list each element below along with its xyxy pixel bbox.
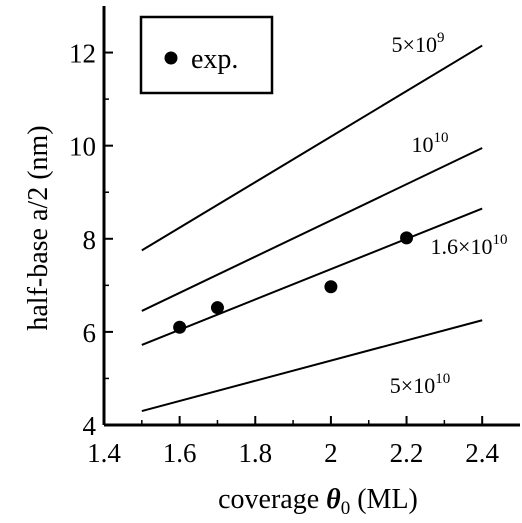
x-axis-title: coverage θ0 (ML) <box>218 484 418 519</box>
x-tick-label: 2.2 <box>390 438 424 468</box>
data-point <box>173 320 187 334</box>
y-tick-label: 8 <box>83 225 97 255</box>
line-label: 1.6×1010 <box>431 232 508 259</box>
y-axis-title: half-base a/2 (nm) <box>23 125 54 330</box>
x-axis-title-symbol: θ <box>326 484 341 515</box>
line-label-exponent: 9 <box>437 30 445 46</box>
x-tick-label: 2 <box>324 438 338 468</box>
x-tick-label: 1.6 <box>163 438 197 468</box>
data-point <box>324 280 338 294</box>
y-tick-label: 4 <box>83 411 97 441</box>
legend-marker <box>164 51 178 65</box>
line-label-exponent: 10 <box>492 232 507 248</box>
line-label-exponent: 10 <box>435 371 450 387</box>
y-tick-label: 12 <box>69 39 96 69</box>
model-lines <box>141 44 483 412</box>
model-line <box>141 44 483 252</box>
y-tick-label: 6 <box>83 318 97 348</box>
legend: exp. <box>139 15 274 95</box>
data-point <box>210 301 224 315</box>
model-line <box>141 147 483 312</box>
data-point <box>400 231 414 245</box>
line-label-exponent: 10 <box>434 130 449 146</box>
x-tick-label: 2.4 <box>465 438 499 468</box>
x-tick-label: 1.8 <box>238 438 272 468</box>
x-axis-title-prefix: coverage <box>218 484 326 515</box>
model-line <box>141 319 483 412</box>
line-label: 5×109 <box>392 30 445 57</box>
y-tick-label: 10 <box>69 132 96 162</box>
data-points <box>173 231 414 334</box>
legend-label: exp. <box>191 44 238 75</box>
line-label-base: 1.6×10 <box>431 234 493 259</box>
line-label-base: 5×10 <box>392 32 437 57</box>
legend-box <box>139 15 274 95</box>
model-line <box>141 207 483 346</box>
tick-labels: 1.4 1.6 1.8 2 2.2 2.4 4 6 8 10 12 <box>69 39 500 468</box>
line-label-base: 5×10 <box>390 373 435 398</box>
line-label: 1010 <box>412 130 449 157</box>
line-label: 5×1010 <box>390 371 450 398</box>
axes <box>102 6 520 427</box>
x-tick-label: 1.4 <box>87 438 121 468</box>
x-axis-title-subscript: 0 <box>341 498 351 519</box>
x-axis-title-suffix: (ML) <box>350 484 418 515</box>
line-label-base: 10 <box>412 132 434 157</box>
